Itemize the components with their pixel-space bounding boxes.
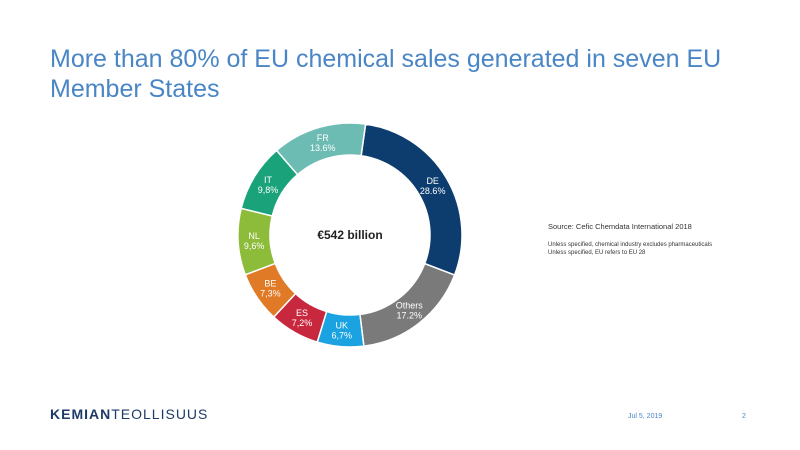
center-total-label: €542 billion <box>317 228 382 242</box>
slice-value: 28.6% <box>420 186 446 196</box>
slice-name: BE <box>264 279 276 289</box>
slice-name: IT <box>264 175 273 185</box>
slice-label-nl: NL 9,6% <box>244 231 265 251</box>
eu-note: Unless specified, EU refers to EU 28 <box>548 250 646 256</box>
slice-name: FR <box>317 133 329 143</box>
slice-label-others: Others 17.2% <box>396 301 424 321</box>
slice-label-it: IT 9,8% <box>258 175 279 195</box>
slice-label-fr: FR 13.6% <box>310 133 336 153</box>
kemianteollisuus-logo: KEMIANTEOLLISUUS <box>50 406 208 422</box>
slice-value: 6,7% <box>331 331 352 341</box>
slice-label-uk: UK 6,7% <box>331 321 352 341</box>
slice-name: Others <box>396 301 424 311</box>
slice-value: 7,3% <box>260 289 281 299</box>
chart-notes: Source: Cefic Chemdata International 201… <box>548 222 788 257</box>
footer-date: Jul 5, 2019 <box>628 413 663 420</box>
slice-label-es: ES 7,2% <box>292 308 313 328</box>
pharma-note: Unless specified, chemical industry excl… <box>548 242 713 248</box>
slice-fr <box>275 122 367 176</box>
source-note: Source: Cefic Chemdata International 201… <box>548 222 692 231</box>
slide-title: More than 80% of EU chemical sales gener… <box>50 45 722 103</box>
slice-value: 9,6% <box>244 241 265 251</box>
logo-light-text: TEOLLISUUS <box>111 406 209 422</box>
slice-name: UK <box>335 321 348 331</box>
slice-value: 9,8% <box>258 185 279 195</box>
slice-de <box>360 123 463 277</box>
slice-value: 13.6% <box>310 143 336 153</box>
donut-chart: DE 28.6%Others 17.2%UK 6,7%ES 7,2%BE 7,3%NL 9,… <box>237 122 463 348</box>
slice-name: ES <box>296 308 308 318</box>
slice-label-de: DE 28.6% <box>420 176 446 196</box>
slice-value: 17.2% <box>396 311 422 321</box>
page-number: 2 <box>742 413 746 420</box>
slice-value: 7,2% <box>292 318 313 328</box>
slice-name: NL <box>248 231 260 241</box>
logo-bold-text: KEMIAN <box>50 406 112 422</box>
slice-name: DE <box>426 176 439 186</box>
slice-label-be: BE 7,3% <box>260 279 281 299</box>
